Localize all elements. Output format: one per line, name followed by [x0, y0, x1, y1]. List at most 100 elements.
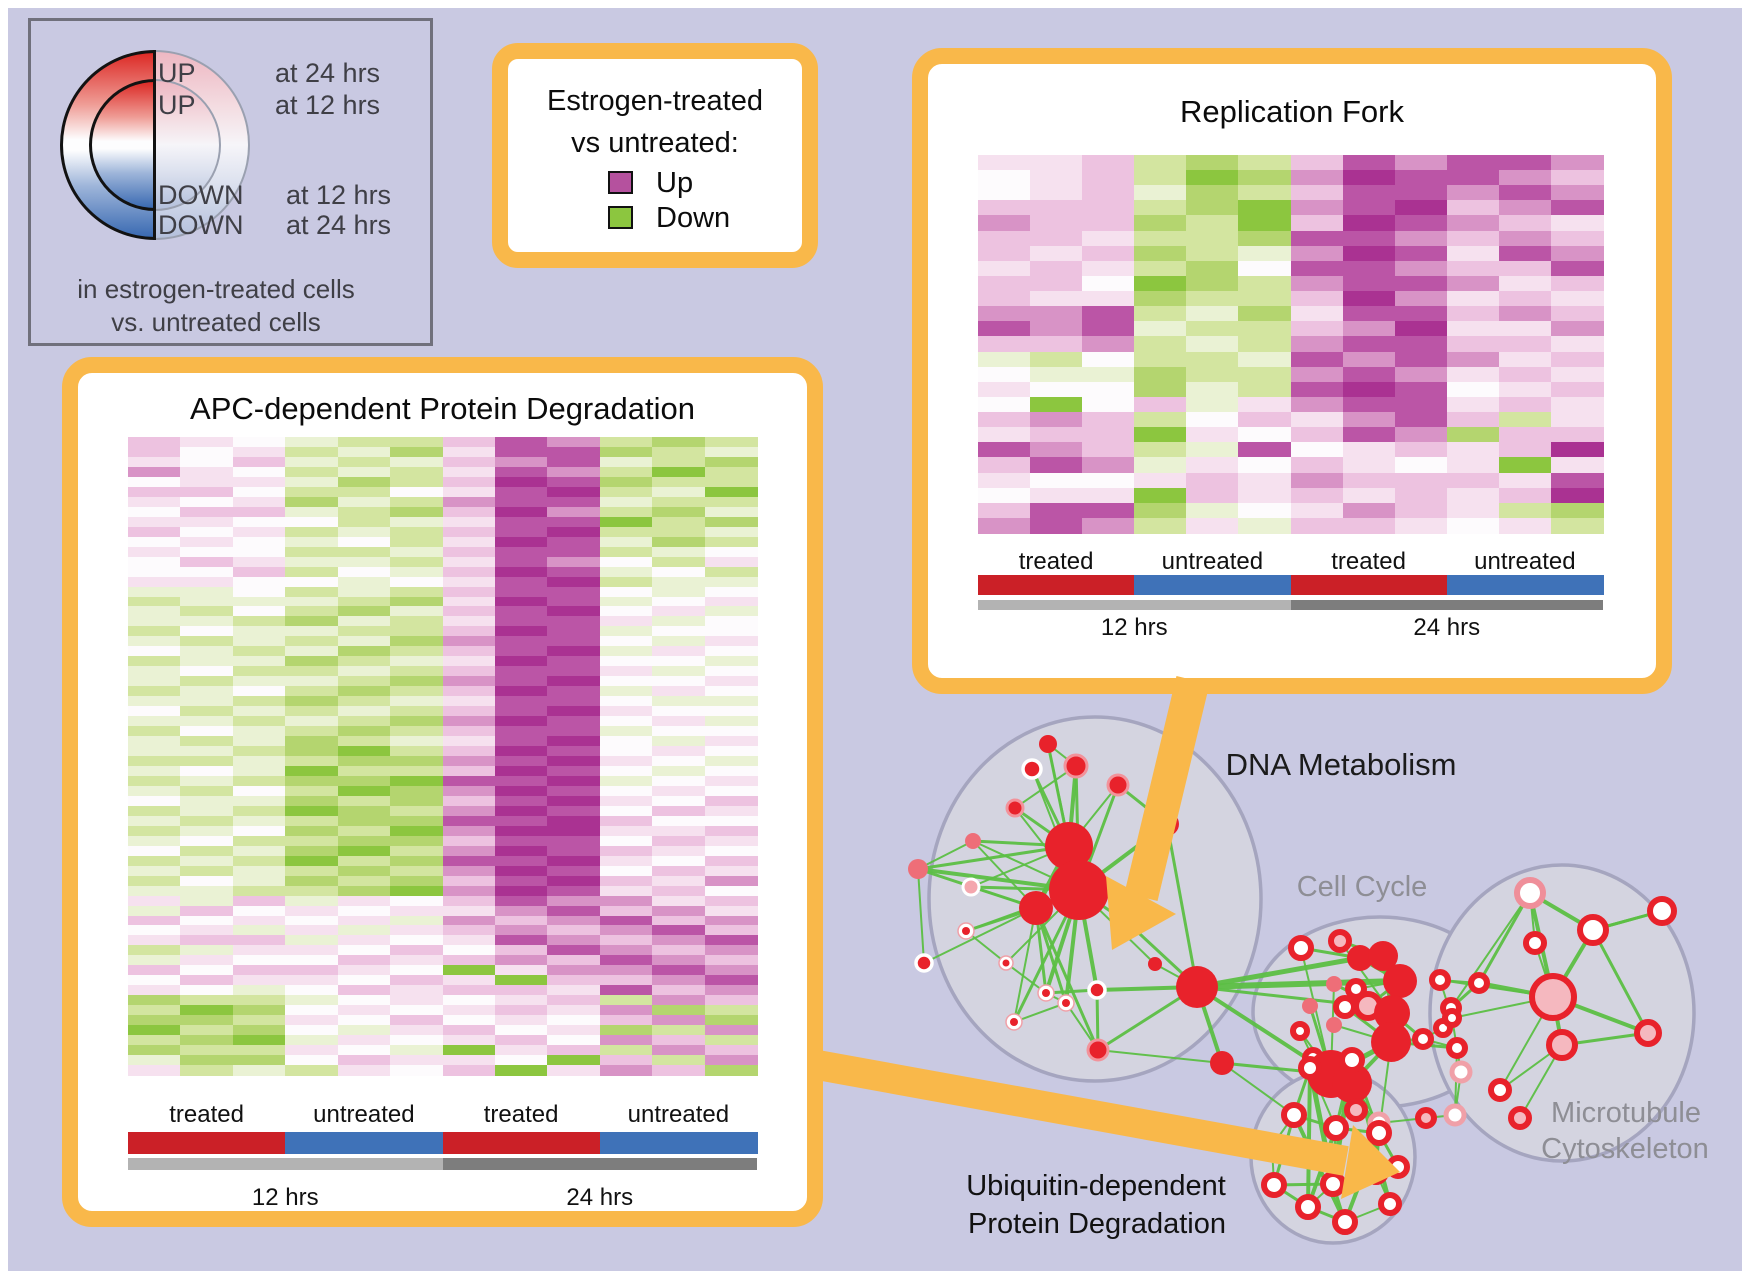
apc-heatmap-cell	[652, 805, 706, 817]
rf-heatmap-cell	[1394, 396, 1448, 413]
apc-heatmap-cell	[494, 666, 548, 677]
apc-heatmap-cell	[128, 706, 182, 717]
apc-heatmap-cell	[128, 516, 182, 528]
apc-heatmap-cell	[180, 1065, 234, 1076]
apc-heatmap-cell	[232, 716, 286, 727]
apc-heatmap-cell	[494, 945, 548, 956]
apc-heatmap-cell	[232, 1015, 286, 1026]
rf-heatmap-cell	[1446, 517, 1500, 534]
apc-heatmap-cell	[390, 775, 444, 787]
rf-heatmap-cell	[1498, 442, 1552, 458]
apc-heatmap-cell	[180, 636, 234, 647]
apc-heatmap-cell	[232, 456, 286, 468]
apc-heatmap-cell	[599, 1045, 653, 1056]
apc-heatmap-cell	[128, 726, 182, 737]
apc-heatmap-cell	[652, 875, 706, 887]
apc-heatmap-cell	[180, 845, 234, 857]
apc-heatmap-cell	[232, 696, 286, 707]
apc-heatmap-cell	[180, 706, 234, 717]
apc-heatmap-cell	[390, 506, 444, 518]
apc-heatmap-cell	[337, 945, 391, 956]
apc-heatmap-cell	[494, 646, 548, 657]
apc-heatmap-cell	[390, 845, 444, 857]
rf-heatmap-cell	[978, 170, 1031, 186]
rf-heatmap-cell	[978, 230, 1031, 247]
rf-heatmap-cell	[1134, 442, 1187, 458]
apc-heatmap-cell	[180, 576, 234, 588]
rf-heatmap-cell	[1082, 321, 1135, 338]
rf-heatmap-cell	[978, 472, 1031, 489]
apc-heatmap-cell	[390, 656, 444, 667]
apc-heatmap-cell	[547, 616, 601, 627]
rf-heatmap-cell	[1082, 366, 1135, 383]
apc-heatmap-cell	[337, 446, 391, 458]
apc-heatmap-cell	[180, 456, 234, 468]
apc-heatmap-cell	[599, 686, 653, 697]
rf-heatmap-cell	[1550, 442, 1604, 458]
apc-heatmap-cell	[337, 486, 391, 498]
apc-heatmap-cell	[547, 855, 601, 867]
apc-heatmap-cell	[390, 596, 444, 608]
apc-heatmap-cell	[285, 815, 339, 827]
apc-heatmap-cell	[494, 995, 548, 1006]
rf-heatmap-cell	[1550, 381, 1604, 398]
apc-heatmap-cell	[494, 726, 548, 737]
apc-heatmap-cell	[337, 975, 391, 986]
apc-heatmap-cell	[337, 1035, 391, 1046]
apc-heatmap-cell	[652, 815, 706, 827]
apc-heatmap-cell	[494, 606, 548, 618]
apc-heatmap-cell	[180, 466, 234, 478]
apc-heatmap-cell	[232, 885, 286, 897]
rf-heatmap-cell	[1238, 517, 1292, 534]
rf-heatmap-cell	[1498, 427, 1552, 443]
rf-heatmap-cell	[978, 412, 1031, 428]
apc-heatmap-cell	[232, 656, 286, 667]
apc-heatmap-cell	[232, 935, 286, 946]
apc-heatmap-cell	[704, 646, 758, 657]
apc-heatmap-cell	[494, 865, 548, 877]
apc-heatmap-cell	[180, 556, 234, 568]
apc-heatmap-cell	[494, 915, 548, 927]
updown-color-legend: Estrogen-treated vs untreated: Up Down	[492, 43, 818, 268]
rf-heatmap-cell	[1186, 366, 1239, 383]
apc-heatmap-cell	[232, 785, 286, 797]
apc-heatmap-cell	[547, 736, 601, 747]
apc-heatmap-cell	[494, 506, 548, 518]
apc-heatmap-cell	[390, 975, 444, 986]
apc-heatmap-cell	[285, 437, 339, 448]
apc-heatmap-cell	[337, 606, 391, 618]
apc-heatmap-cell	[390, 706, 444, 717]
rf-heatmap-cell	[1550, 517, 1604, 534]
apc-heatmap-cell	[547, 785, 601, 797]
apc-heatmap-cell	[704, 915, 758, 927]
apc-heatmap-cell	[337, 576, 391, 588]
rf-heatmap-cell	[1498, 215, 1552, 232]
apc-heatmap-cell	[704, 845, 758, 857]
rf-heatmap-cell	[1238, 260, 1292, 277]
apc-group-label: treated	[483, 1101, 559, 1128]
rf-heatmap-cell	[1030, 245, 1083, 262]
rf-heatmap-cell	[1186, 185, 1239, 201]
apc-heatmap-cell	[180, 955, 234, 966]
rf-heatmap-cell	[978, 366, 1031, 383]
rf-heatmap-cell	[1082, 427, 1135, 443]
apc-heatmap-cell	[390, 935, 444, 946]
apc-heatmap-cell	[704, 1065, 758, 1076]
legend-up-12: UP	[158, 90, 196, 120]
rf-heatmap-cell	[1082, 230, 1135, 247]
apc-heatmap-cell	[232, 596, 286, 608]
apc-heatmap-cell	[442, 1025, 496, 1036]
apc-heatmap-cell	[232, 775, 286, 787]
apc-heatmap-cell	[232, 586, 286, 598]
apc-heatmap-cell	[442, 706, 496, 717]
rf-heatmap-cell	[1082, 291, 1135, 307]
rf-group-label: treated	[1331, 548, 1406, 575]
rf-heatmap-cell	[1498, 366, 1552, 383]
apc-heatmap-cell	[547, 596, 601, 608]
rf-heatmap-cell	[1186, 427, 1239, 443]
apc-heatmap-cell	[128, 825, 182, 837]
rf-heatmap-cell	[1030, 412, 1083, 428]
apc-heatmap-cell	[180, 437, 234, 448]
apc-heatmap-cell	[390, 526, 444, 538]
apc-heatmap-cell	[442, 676, 496, 687]
